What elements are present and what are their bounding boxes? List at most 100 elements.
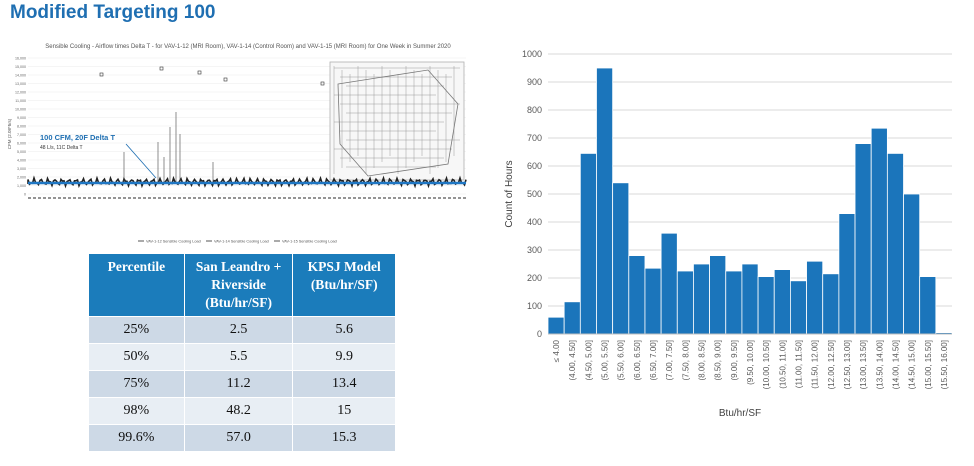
scatter-chart-title: Sensible Cooling - Airflow times Delta T…: [45, 44, 451, 50]
y-tick-label: 600: [527, 161, 542, 171]
table-cell: 2.5: [183, 316, 294, 344]
header-percentile: Percentile: [88, 253, 185, 317]
table-cell: 99.6%: [88, 424, 185, 452]
histogram-bar: [822, 273, 840, 335]
histogram-bar: [628, 255, 646, 335]
scatter-y-tick-label: 0: [24, 193, 26, 197]
scatter-y-tick-label: 14,000: [15, 74, 26, 78]
annotation-main: 100 CFM, 20F Delta T: [40, 133, 115, 142]
legend-item: VAV-1-12 Sensible Cooling Load: [146, 240, 201, 244]
scatter-y-tick-label: 15,000: [15, 65, 26, 69]
histogram-bar: [886, 153, 904, 335]
histogram-bar: [757, 276, 775, 335]
scatter-outlier-marker: [99, 72, 104, 77]
histogram-chart: 0 100 200 300 400 500 600 700 800 900 1000 ≤ 4.00 (4…: [504, 49, 953, 419]
scatter-outlier-marker: [159, 66, 164, 71]
table-cell: 48.2: [183, 397, 294, 425]
scatter-outlier-marker: [320, 81, 325, 86]
x-tick-label: (10.50, 11.00]: [778, 340, 787, 389]
histogram-bar: [725, 270, 743, 335]
x-tick-label: (13.00, 13.50]: [859, 340, 868, 389]
scatter-y-tick-label: 1,000: [17, 184, 26, 188]
x-tick-label: (15.00, 15.50]: [924, 340, 933, 389]
table-cell: 5.5: [183, 343, 294, 371]
scatter-y-tick-label: 16,000: [15, 57, 26, 61]
scatter-outlier-marker: [223, 77, 228, 82]
histogram-bar: [660, 232, 678, 335]
y-tick-label: 200: [527, 273, 542, 283]
percentile-table: Percentile San Leandro + Riverside (Btu/…: [88, 253, 396, 452]
y-tick-label: 1000: [522, 49, 542, 59]
histogram-bar: [693, 263, 711, 335]
table-cell: 13.4: [292, 370, 396, 398]
x-tick-label: (15.50, 16.00]: [940, 340, 949, 389]
header-kpsj-model: KPSJ Model (Btu/hr/SF): [292, 253, 396, 317]
x-tick-label: (8.00, 8.50]: [698, 340, 707, 380]
x-tick-label: (6.50, 7.00]: [649, 340, 658, 380]
floorplan-outline: [337, 69, 459, 177]
histogram-bar: [854, 143, 872, 335]
scatter-outlier-marker: [197, 70, 202, 75]
scatter-y-axis-label: CFM (2.08*h/s): [8, 118, 12, 149]
y-tick-label: 800: [527, 105, 542, 115]
scatter-y-tick-label: 6,000: [17, 142, 26, 146]
legend-item: VAV-1-14 Sensible Cooling Load: [214, 240, 269, 244]
table-cell: 15.3: [292, 424, 396, 452]
histogram-bar: [919, 276, 937, 335]
header-san-leandro: San Leandro + Riverside (Btu/hr/SF): [183, 253, 294, 317]
histogram-bar: [596, 67, 614, 335]
histogram-bar: [579, 153, 597, 335]
x-tick-label: (5.00, 5.50]: [601, 340, 610, 380]
histogram-bar: [612, 182, 630, 335]
x-tick-label: (9.00, 9.50]: [730, 340, 739, 380]
x-tick-label: (6.00, 6.50]: [633, 340, 642, 380]
y-tick-label: 300: [527, 245, 542, 255]
y-tick-label: 0: [537, 329, 542, 339]
scatter-y-tick-label: 10,000: [15, 108, 26, 112]
scatter-chart-svg: 16,000 15,000 14,000 13,000 12,000 11,000 10,0…: [8, 57, 467, 244]
histogram-bar: [676, 270, 694, 335]
table-cell: 57.0: [183, 424, 294, 452]
scatter-y-tick-label: 3,000: [17, 167, 26, 171]
x-tick-label: (4.00, 4.50]: [568, 340, 577, 380]
x-tick-label: (4.50, 5.00]: [584, 340, 593, 380]
table-row: 75% 11.2 13.4: [88, 370, 396, 398]
annotation-sub: 48 L/s, 11C Delta T: [40, 145, 83, 151]
scatter-chart-image: Sensible Cooling - Airflow times Delta T…: [8, 44, 470, 250]
scatter-y-tick-label: 9,000: [17, 116, 26, 120]
x-tick-label: (11.50, 12.00]: [811, 340, 820, 389]
table-cell: 25%: [88, 316, 185, 344]
table-cell: 75%: [88, 370, 185, 398]
scatter-y-tick-label: 7,000: [17, 133, 26, 137]
x-tick-label: (12.00, 12.50]: [827, 340, 836, 389]
x-tick-label: (5.50, 6.00]: [617, 340, 626, 380]
legend-item: VAV-1-15 Sensible Cooling Load: [282, 240, 337, 244]
x-tick-label: (7.50, 8.00]: [681, 340, 690, 380]
x-tick-label: (13.50, 14.00]: [875, 340, 884, 389]
table-cell: 98%: [88, 397, 185, 425]
scatter-y-tick-label: 5,000: [17, 150, 26, 154]
histogram-panel: 0 100 200 300 400 500 600 700 800 900 1000 ≤ 4.00 (4…: [500, 40, 960, 460]
x-tick-label: (12.50, 13.00]: [843, 340, 852, 389]
histogram-bar: [773, 269, 791, 335]
table-header-row: Percentile San Leandro + Riverside (Btu/…: [88, 253, 396, 317]
slide-title: Modified Targeting 100: [10, 2, 216, 23]
x-axis-label: Btu/hr/SF: [719, 408, 761, 419]
x-tick-label: (9.50, 10.00]: [746, 340, 755, 385]
x-tick-label: ≤ 4.00: [552, 339, 561, 362]
histogram-bar: [547, 316, 565, 335]
y-tick-label: 500: [527, 189, 542, 199]
x-tick-label: (14.50, 15.00]: [908, 340, 917, 389]
percentile-table-panel: Percentile San Leandro + Riverside (Btu/…: [88, 253, 396, 452]
table-cell: 50%: [88, 343, 185, 371]
table-row: 98% 48.2 15: [88, 397, 396, 425]
histogram-bar: [870, 127, 888, 335]
table-cell: 15: [292, 397, 396, 425]
x-tick-label: (10.00, 10.50]: [762, 340, 771, 389]
x-tick-label: (14.00, 14.50]: [891, 340, 900, 389]
table-cell: 9.9: [292, 343, 396, 371]
x-tick-label: (8.50, 9.00]: [714, 340, 723, 380]
histogram-bar: [789, 280, 807, 335]
y-axis-label: Count of Hours: [504, 160, 515, 227]
scatter-y-tick-label: 13,000: [15, 82, 26, 86]
